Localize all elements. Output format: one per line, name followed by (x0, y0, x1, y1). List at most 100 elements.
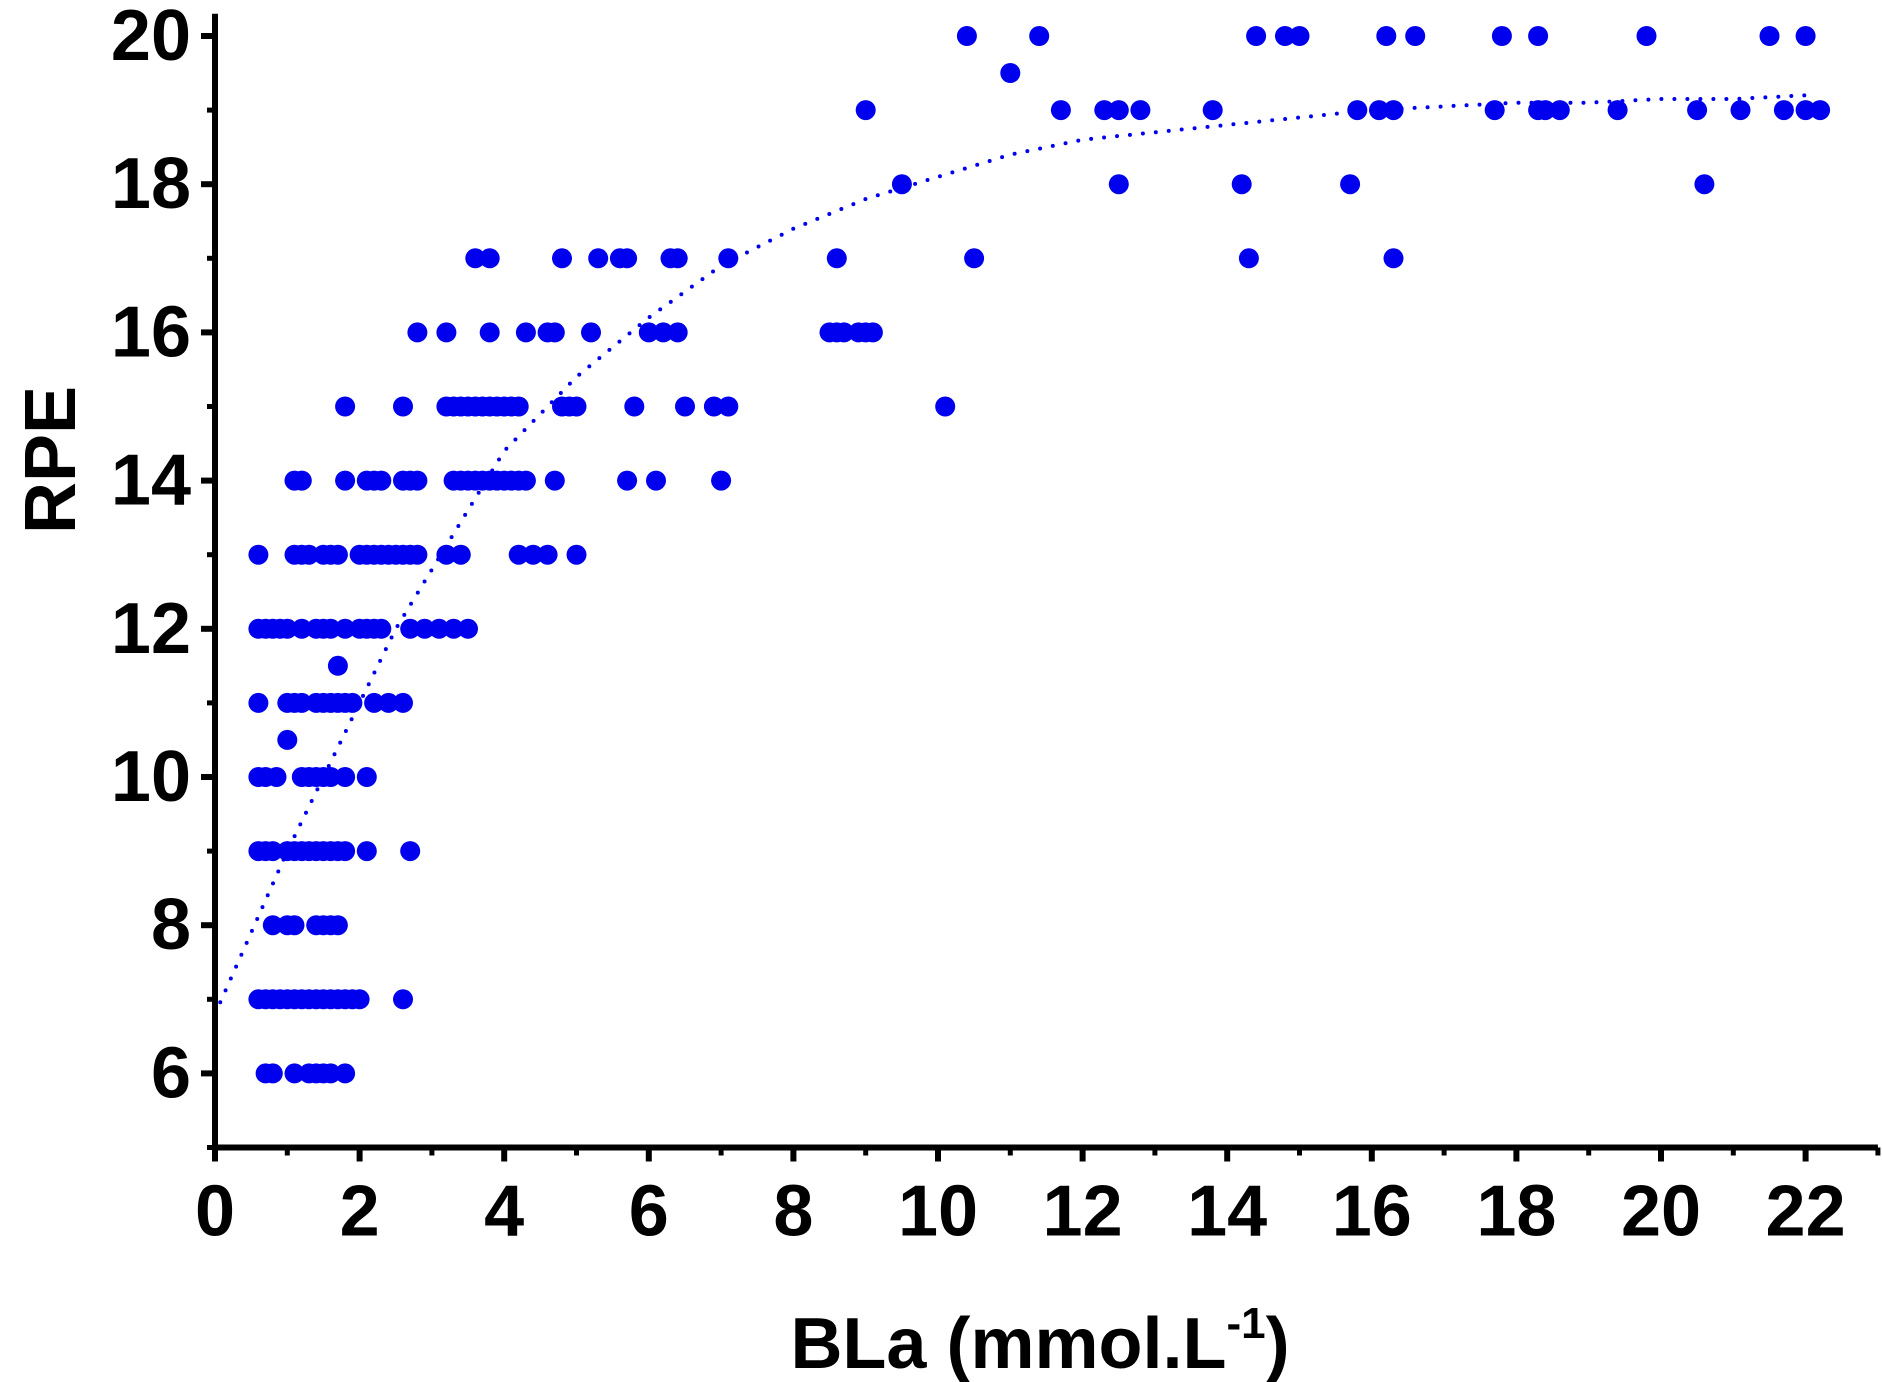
data-point (277, 618, 298, 639)
data-point (1238, 248, 1259, 269)
data-point (393, 396, 413, 417)
data-point (588, 248, 609, 269)
data-point (342, 692, 363, 713)
data-point (624, 396, 645, 417)
data-point (537, 544, 558, 565)
y-axis-title: RPE (11, 386, 91, 534)
data-point (1376, 26, 1397, 46)
x-tick-label: 12 (1043, 1172, 1123, 1252)
data-point (935, 396, 956, 417)
data-point (407, 322, 428, 343)
data-point (479, 322, 500, 343)
data-point (1773, 100, 1794, 121)
data-point (711, 470, 732, 491)
data-point (1383, 100, 1404, 121)
x-tick-label: 10 (898, 1172, 978, 1252)
y-tick-label: 16 (111, 292, 191, 372)
data-point (284, 1063, 305, 1084)
data-point (1246, 26, 1267, 46)
x-axis-title-superscript: -1 (1226, 1299, 1265, 1348)
data-point (248, 544, 269, 565)
data-point (1535, 100, 1556, 121)
data-point (1636, 26, 1657, 46)
data-point (1130, 100, 1151, 121)
data-point (349, 989, 370, 1010)
data-point (1275, 26, 1295, 46)
data-point (1795, 26, 1816, 46)
data-point (1687, 100, 1708, 121)
data-point (465, 248, 486, 269)
data-point (393, 692, 413, 713)
data-point (436, 544, 457, 565)
data-point (1108, 174, 1129, 195)
data-point (291, 618, 312, 639)
data-point (429, 618, 450, 639)
data-point (1000, 63, 1021, 83)
data-point (667, 322, 688, 343)
data-point (248, 692, 269, 713)
data-point (284, 915, 305, 936)
data-point (400, 618, 421, 639)
x-axis-title: BLa (mmol.L-1) (790, 1299, 1289, 1382)
data-point (364, 692, 385, 713)
data-point (638, 322, 659, 343)
data-point (826, 248, 847, 269)
x-axis-title-suffix: ) (1266, 1304, 1290, 1382)
data-point (1029, 26, 1050, 46)
data-point (335, 470, 356, 491)
x-tick-label: 0 (195, 1172, 235, 1252)
x-tick-label: 8 (773, 1172, 813, 1252)
data-point (523, 544, 544, 565)
data-point (1810, 100, 1831, 121)
data-point (458, 618, 478, 639)
data-point (1759, 26, 1780, 46)
x-tick-label: 4 (484, 1172, 524, 1252)
data-point (450, 544, 471, 565)
data-point (1289, 26, 1310, 46)
data-point (320, 618, 341, 639)
data-point (335, 767, 356, 787)
x-tick-label: 18 (1476, 1172, 1556, 1252)
data-point (1108, 100, 1129, 121)
data-point (544, 470, 565, 491)
data-point (964, 248, 985, 269)
x-axis-title-main: BLa (mmol.L (790, 1304, 1226, 1382)
data-point (508, 396, 529, 417)
axes-layer: 6 8 10 12 14 16 18 20 0 2 4 6 8 10 12 14 16 18 20 22 (111, 0, 1881, 1252)
x-tick-label: 2 (340, 1172, 380, 1252)
data-point (891, 174, 912, 195)
data-point (479, 248, 500, 269)
data-point (320, 1063, 341, 1084)
data-point (327, 544, 348, 565)
data-point (646, 470, 666, 491)
y-tick-label: 12 (111, 589, 191, 669)
data-point (566, 544, 587, 565)
y-tick-label: 18 (111, 144, 191, 224)
data-point (356, 767, 377, 787)
data-point (378, 692, 399, 713)
data-point (262, 915, 283, 936)
data-point (653, 322, 674, 343)
data-point (1369, 100, 1389, 121)
data-point (617, 470, 638, 491)
data-point (515, 322, 536, 343)
x-tick-label: 14 (1187, 1172, 1267, 1252)
data-point (667, 248, 688, 269)
data-point (356, 841, 377, 862)
data-point (956, 26, 977, 46)
data-point (508, 544, 529, 565)
data-point (335, 396, 356, 417)
data-point (1383, 248, 1404, 269)
data-point (1607, 100, 1628, 121)
data-point (1202, 100, 1223, 121)
data-point (855, 100, 876, 121)
data-point (1405, 26, 1426, 46)
data-point (1231, 174, 1252, 195)
x-tick-label: 6 (629, 1172, 669, 1252)
data-point (703, 396, 724, 417)
data-point (581, 322, 601, 343)
data-point (675, 396, 695, 417)
data-point (371, 618, 392, 639)
data-point (1094, 100, 1115, 121)
